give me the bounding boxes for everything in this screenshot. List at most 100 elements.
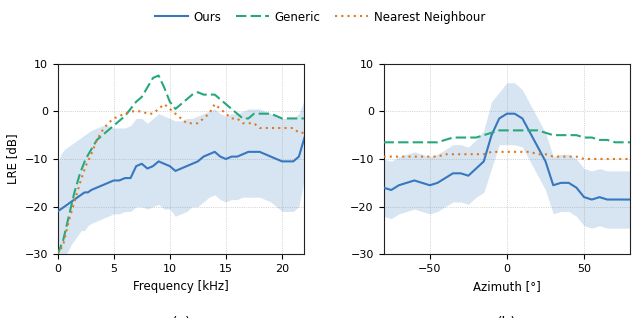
Ours bbox=[74, 195, 82, 199]
Ours bbox=[557, 181, 565, 185]
Generic bbox=[132, 100, 140, 104]
Nearest Neighbour bbox=[495, 150, 503, 154]
Generic bbox=[419, 140, 426, 144]
Ours bbox=[155, 159, 163, 163]
Text: (a): (a) bbox=[172, 315, 191, 318]
Nearest Neighbour bbox=[284, 126, 291, 130]
Ours bbox=[93, 186, 100, 190]
Generic bbox=[65, 214, 73, 218]
Ours bbox=[143, 167, 151, 170]
Nearest Neighbour bbox=[627, 157, 634, 161]
Nearest Neighbour bbox=[200, 116, 207, 120]
Nearest Neighbour bbox=[380, 155, 387, 158]
Nearest Neighbour bbox=[465, 152, 472, 156]
Generic bbox=[82, 157, 90, 161]
Nearest Neighbour bbox=[205, 112, 213, 115]
Nearest Neighbour bbox=[426, 155, 434, 158]
Ours bbox=[534, 145, 541, 149]
Nearest Neighbour bbox=[149, 112, 157, 115]
Ours bbox=[67, 200, 75, 204]
Generic bbox=[244, 116, 252, 120]
Generic bbox=[149, 76, 157, 80]
Nearest Neighbour bbox=[403, 155, 410, 158]
Nearest Neighbour bbox=[503, 150, 511, 154]
Ours bbox=[503, 112, 511, 115]
Generic bbox=[573, 133, 580, 137]
Generic bbox=[426, 140, 434, 144]
Nearest Neighbour bbox=[261, 126, 269, 130]
Generic bbox=[387, 140, 395, 144]
Ours bbox=[619, 197, 627, 202]
Line: Generic: Generic bbox=[58, 75, 305, 254]
Nearest Neighbour bbox=[480, 152, 488, 156]
Generic bbox=[604, 138, 611, 142]
Generic bbox=[295, 116, 303, 120]
Ours bbox=[183, 164, 191, 168]
Nearest Neighbour bbox=[161, 102, 168, 106]
Generic bbox=[70, 190, 78, 194]
Ours bbox=[495, 116, 503, 120]
Nearest Neighbour bbox=[596, 157, 604, 161]
Nearest Neighbour bbox=[289, 126, 297, 130]
Ours bbox=[149, 164, 157, 168]
Ours bbox=[480, 159, 488, 163]
Nearest Neighbour bbox=[565, 155, 573, 158]
Ours bbox=[110, 178, 118, 182]
Generic bbox=[200, 93, 207, 96]
Generic bbox=[76, 171, 84, 175]
Ours bbox=[457, 171, 465, 175]
Ours bbox=[216, 155, 224, 158]
Generic bbox=[442, 138, 449, 142]
Ours bbox=[380, 186, 387, 190]
Generic bbox=[457, 135, 465, 139]
X-axis label: Frequency [kHz]: Frequency [kHz] bbox=[133, 280, 229, 293]
Generic bbox=[395, 140, 403, 144]
Generic bbox=[234, 112, 241, 115]
Nearest Neighbour bbox=[110, 116, 118, 120]
Ours bbox=[205, 152, 213, 156]
Generic bbox=[60, 238, 67, 242]
Ours bbox=[61, 205, 68, 209]
Ours bbox=[465, 174, 472, 177]
Generic bbox=[565, 133, 573, 137]
Nearest Neighbour bbox=[172, 112, 179, 115]
Ours bbox=[244, 150, 252, 154]
Generic bbox=[250, 112, 258, 115]
Ours bbox=[239, 152, 246, 156]
Ours bbox=[449, 171, 457, 175]
Generic bbox=[228, 107, 236, 111]
Ours bbox=[541, 159, 549, 163]
Generic bbox=[88, 148, 95, 151]
Generic bbox=[256, 112, 264, 115]
Nearest Neighbour bbox=[244, 121, 252, 125]
Nearest Neighbour bbox=[557, 155, 565, 158]
Nearest Neighbour bbox=[216, 107, 224, 111]
Nearest Neighbour bbox=[457, 152, 465, 156]
Generic bbox=[161, 86, 168, 89]
Ours bbox=[419, 181, 426, 185]
Y-axis label: LRE [dB]: LRE [dB] bbox=[6, 134, 19, 184]
Ours bbox=[256, 150, 264, 154]
Nearest Neighbour bbox=[234, 116, 241, 120]
Ours bbox=[127, 176, 134, 180]
Nearest Neighbour bbox=[410, 155, 418, 158]
Nearest Neighbour bbox=[387, 155, 395, 158]
Generic bbox=[434, 140, 442, 144]
Ours bbox=[161, 162, 168, 166]
Ours bbox=[57, 207, 65, 211]
Ours bbox=[166, 164, 173, 168]
Ours bbox=[434, 181, 442, 185]
Nearest Neighbour bbox=[183, 121, 191, 125]
Generic bbox=[534, 128, 541, 132]
Nearest Neighbour bbox=[65, 219, 73, 223]
Nearest Neighbour bbox=[127, 109, 134, 113]
Generic bbox=[138, 95, 146, 99]
Generic bbox=[143, 86, 151, 89]
Ours bbox=[627, 197, 634, 202]
Ours bbox=[289, 159, 297, 163]
Generic bbox=[596, 138, 604, 142]
Generic bbox=[278, 116, 286, 120]
Generic bbox=[627, 140, 634, 144]
Ours bbox=[488, 133, 495, 137]
Generic bbox=[588, 135, 596, 139]
